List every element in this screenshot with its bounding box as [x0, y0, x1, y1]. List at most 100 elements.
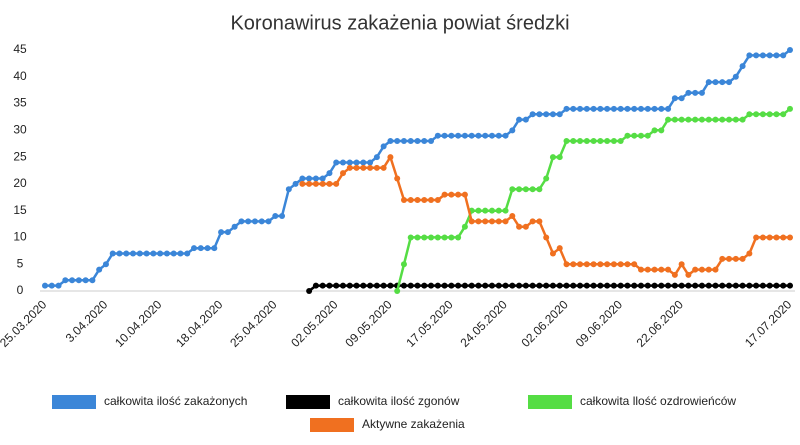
y-tick-label: 10 — [13, 230, 27, 244]
data-point — [543, 175, 550, 182]
series-line — [45, 49, 791, 287]
data-point — [597, 105, 604, 112]
data-point — [475, 207, 482, 214]
data-point — [705, 116, 712, 123]
data-point — [400, 196, 407, 203]
data-point — [570, 261, 577, 268]
data-point — [604, 138, 611, 145]
data-point — [434, 132, 441, 139]
data-point — [773, 234, 780, 241]
data-point — [773, 111, 780, 118]
x-tick-label: 09.05.2020 — [342, 297, 395, 350]
data-point — [692, 89, 699, 96]
legend-label: całkowita ilość zgonów — [338, 394, 460, 408]
data-point — [387, 154, 394, 161]
data-point — [62, 277, 69, 284]
data-point — [780, 111, 787, 118]
data-point — [638, 132, 644, 139]
y-tick-label: 30 — [13, 123, 27, 137]
data-point — [759, 282, 766, 289]
data-point — [367, 159, 374, 166]
legend-swatch — [286, 395, 330, 409]
data-point — [407, 196, 414, 203]
data-point — [671, 271, 678, 278]
data-point — [597, 282, 604, 289]
data-point — [421, 138, 428, 145]
data-point — [448, 282, 455, 289]
x-tick-label: 09.06.2020 — [573, 297, 626, 350]
x-tick-label: 24.05.2020 — [458, 297, 511, 350]
data-point — [414, 282, 421, 289]
data-point — [753, 234, 760, 241]
data-point — [671, 282, 678, 289]
data-point — [346, 159, 353, 166]
data-point — [624, 105, 631, 112]
data-point — [685, 282, 692, 289]
legend-swatch — [52, 395, 96, 409]
data-point — [130, 250, 137, 257]
data-point — [136, 250, 143, 257]
data-point — [509, 213, 516, 220]
data-point — [218, 229, 225, 236]
data-point — [563, 261, 570, 268]
data-point — [251, 218, 258, 225]
data-point — [475, 218, 482, 225]
data-point — [644, 266, 651, 273]
data-point — [380, 282, 387, 289]
legend-swatch — [528, 395, 572, 409]
data-point — [204, 245, 211, 252]
data-point — [780, 234, 787, 241]
data-point — [556, 111, 563, 118]
x-tick-label: 17.07.2020 — [742, 297, 795, 350]
data-point — [434, 234, 441, 241]
data-point — [766, 282, 773, 289]
series — [299, 154, 793, 278]
data-point — [400, 261, 407, 268]
data-point — [360, 282, 367, 289]
data-point — [651, 127, 658, 134]
data-point — [536, 282, 543, 289]
data-point — [631, 282, 638, 289]
data-point — [353, 164, 360, 171]
data-point — [685, 271, 692, 278]
data-point — [333, 180, 340, 187]
data-point — [387, 282, 394, 289]
data-point — [705, 282, 712, 289]
data-point — [326, 180, 333, 187]
data-point — [671, 116, 678, 123]
data-point — [326, 170, 333, 177]
data-point — [502, 207, 509, 214]
data-point — [617, 261, 624, 268]
data-point — [509, 282, 516, 289]
data-point — [671, 95, 678, 102]
data-point — [326, 282, 333, 289]
data-point — [407, 234, 414, 241]
data-point — [319, 180, 326, 187]
data-point — [441, 191, 448, 198]
y-tick-label: 0 — [17, 283, 24, 297]
data-point — [360, 164, 367, 171]
data-point — [543, 282, 550, 289]
data-point — [455, 132, 462, 139]
data-point — [787, 105, 793, 112]
data-point — [644, 132, 651, 139]
data-point — [157, 250, 164, 257]
data-point — [428, 196, 435, 203]
data-point — [340, 282, 346, 289]
data-point — [279, 213, 286, 220]
legend-label: całkowita llość ozdrowieńców — [580, 394, 736, 408]
data-point — [732, 116, 739, 123]
data-point — [692, 282, 699, 289]
data-point — [522, 116, 529, 123]
x-tick-label: 10.04.2020 — [112, 297, 165, 350]
data-point — [610, 105, 617, 112]
data-point — [780, 282, 787, 289]
data-point — [102, 261, 109, 268]
data-point — [590, 282, 597, 289]
y-tick-label: 15 — [13, 203, 27, 217]
data-point — [705, 79, 712, 86]
data-point — [184, 250, 191, 257]
data-point — [631, 261, 638, 268]
x-tick-label: 3.04.2020 — [63, 297, 111, 345]
data-point — [516, 116, 523, 123]
